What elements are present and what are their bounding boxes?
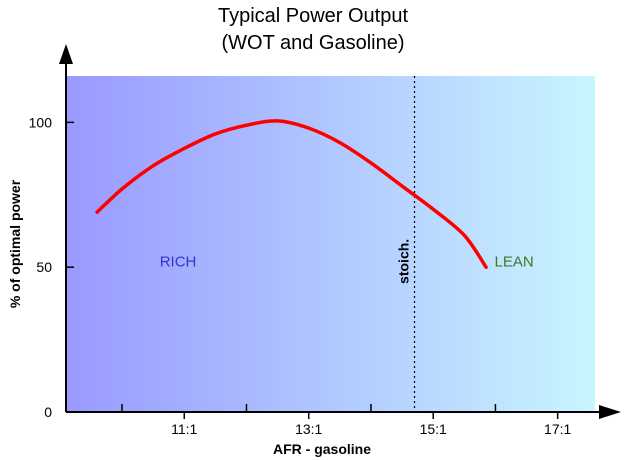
data-point-0-12 — [462, 233, 466, 237]
tick-layer: 11:1 13:1 15:1 17:1 0 50 100 — [29, 114, 572, 437]
data-point-0-11 — [431, 207, 435, 211]
y-tick-label-0: 0 — [44, 404, 52, 420]
data-point-0-2 — [151, 164, 155, 168]
region-label-rich: RICH — [160, 253, 197, 270]
data-point-0-0 — [95, 210, 99, 214]
plot-background — [66, 76, 595, 412]
y-tick-label-1: 50 — [36, 259, 52, 275]
chart-title-line-2: (WOT and Gasoline) — [221, 32, 404, 54]
data-point-0-10 — [400, 184, 404, 188]
data-point-0-6 — [276, 119, 280, 123]
stoich-label: stoich. — [396, 239, 412, 284]
y-axis-arrow-icon — [59, 44, 73, 64]
chart-title-line-1: Typical Power Output — [218, 5, 409, 27]
data-point-0-7 — [307, 126, 311, 130]
x-tick-label-1: 13:1 — [295, 421, 322, 437]
y-tick-label-2: 100 — [29, 114, 53, 130]
data-point-0-9 — [369, 161, 373, 165]
data-point-0-8 — [338, 141, 342, 145]
x-tick-label-3: 17:1 — [544, 421, 571, 437]
data-point-0-4 — [213, 132, 217, 136]
series-layer — [95, 119, 488, 269]
x-tick-label-0: 11:1 — [171, 421, 197, 437]
x-axis-arrow-icon — [599, 405, 621, 419]
data-point-0-5 — [244, 123, 249, 127]
x-axis-label: AFR - gasoline — [273, 441, 371, 457]
data-point-0-1 — [120, 187, 124, 191]
data-point-0-3 — [182, 146, 186, 151]
power-curve-line — [95, 119, 488, 269]
region-label-lean: LEAN — [495, 253, 534, 270]
x-tick-label-2: 15:1 — [420, 421, 447, 437]
y-axis-label: % of optimal power — [7, 179, 23, 308]
data-point-0-13 — [484, 265, 488, 269]
